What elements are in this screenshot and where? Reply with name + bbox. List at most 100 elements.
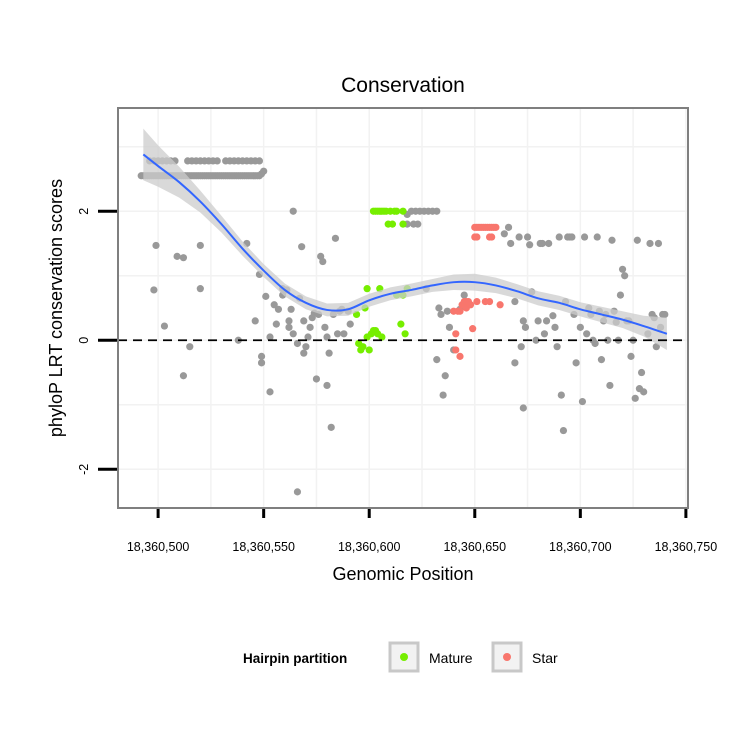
data-point-other [557, 391, 565, 399]
data-point-other [606, 381, 614, 390]
data-point-other [572, 359, 580, 367]
data-point-other [576, 323, 584, 331]
legend-key-mature [388, 641, 420, 673]
data-point-mature [401, 330, 409, 338]
data-point-other [534, 317, 542, 325]
data-point-star [452, 346, 460, 354]
data-point-other [538, 239, 546, 248]
data-point-other [511, 297, 519, 306]
data-point-other [580, 233, 589, 241]
data-point-other [196, 285, 204, 293]
data-point-other [321, 323, 329, 331]
data-point-other [578, 397, 587, 406]
data-point-other [150, 286, 158, 294]
data-point-other [323, 381, 331, 390]
data-point-other [504, 223, 513, 231]
data-point-other [325, 349, 333, 357]
data-point-other [179, 372, 188, 380]
data-point-other [521, 323, 530, 331]
data-point-other [152, 241, 160, 250]
plot-panel [118, 108, 688, 508]
data-point-other [654, 239, 663, 248]
legend-label-mature: Mature [429, 650, 473, 666]
data-point-other [293, 339, 302, 348]
data-point-other [523, 233, 532, 241]
x-tick-label: 18,360,550 [232, 540, 295, 554]
x-axis-title: Genomic Position [332, 564, 473, 584]
x-axis: 18,360,500 18,360,550 18,360,600 18,360,650… [127, 509, 717, 554]
data-point-other [196, 241, 204, 250]
data-point-other [545, 239, 553, 248]
data-point-other [346, 320, 354, 328]
data-point-star [473, 233, 481, 241]
y-axis-title: phyloP LRT conservation scores [46, 179, 66, 437]
data-point-other [257, 352, 266, 360]
data-point-other [637, 368, 646, 377]
x-tick-label: 18,360,500 [127, 540, 190, 554]
x-tick-label: 18,360,600 [338, 540, 401, 554]
data-point-other [597, 356, 606, 364]
smooth-line [142, 153, 668, 335]
data-point-mature [397, 320, 405, 328]
data-point-other [591, 339, 599, 348]
data-point-other [319, 257, 327, 266]
data-point-other [515, 233, 523, 241]
data-point-other [435, 304, 443, 312]
data-point-other [274, 305, 283, 313]
data-point-star [485, 297, 494, 306]
data-point-other [507, 239, 515, 248]
data-point-other [621, 272, 629, 280]
data-point-other [460, 291, 468, 299]
data-point-other [306, 323, 314, 331]
data-point-mature [399, 207, 407, 215]
data-point-other [304, 333, 312, 341]
data-point-other [323, 333, 331, 341]
data-point-other [646, 239, 654, 248]
data-point-mature [378, 333, 386, 341]
data-point-other [593, 233, 601, 241]
data-point-other [433, 207, 441, 215]
data-point-other [532, 336, 540, 344]
data-point-other [213, 157, 221, 165]
data-point-mature [388, 220, 397, 228]
data-point-other [443, 307, 451, 315]
legend-entry-mature: Mature [388, 641, 473, 673]
data-point-other [293, 488, 302, 496]
data-point-other [526, 241, 534, 249]
data-point-other [559, 426, 568, 435]
data-point-other [300, 349, 308, 357]
data-point-other [331, 234, 340, 242]
data-point-other [173, 252, 181, 260]
y-tick-label: -2 [77, 464, 91, 475]
data-point-other [312, 375, 321, 383]
x-tick-label: 18,360,700 [549, 540, 612, 554]
legend-title: Hairpin partition [243, 651, 347, 666]
data-point-other [270, 301, 278, 309]
data-point-other [260, 167, 268, 175]
data-point-other [333, 330, 342, 338]
legend-entry-star: Star [491, 641, 558, 673]
data-point-other [439, 391, 447, 399]
data-point-other [251, 317, 259, 325]
data-point-other [618, 265, 627, 273]
data-point-other [555, 233, 563, 241]
data-point-other [519, 317, 527, 325]
data-point-star [469, 325, 477, 333]
data-point-other [604, 336, 612, 344]
data-point-star [466, 301, 475, 309]
data-point-other [640, 388, 648, 396]
data-point-other [661, 310, 669, 319]
data-point-other [511, 359, 519, 367]
data-point-other [633, 236, 641, 244]
data-point-other [553, 343, 561, 351]
data-point-other [266, 333, 274, 341]
data-point-star [456, 352, 464, 360]
data-point-other [652, 343, 660, 351]
data-point-other [289, 207, 297, 215]
series-star [450, 223, 504, 360]
data-point-other [179, 254, 188, 262]
data-point-star [496, 301, 504, 309]
data-point-other [414, 220, 422, 228]
y-tick-label: 2 [77, 208, 91, 215]
